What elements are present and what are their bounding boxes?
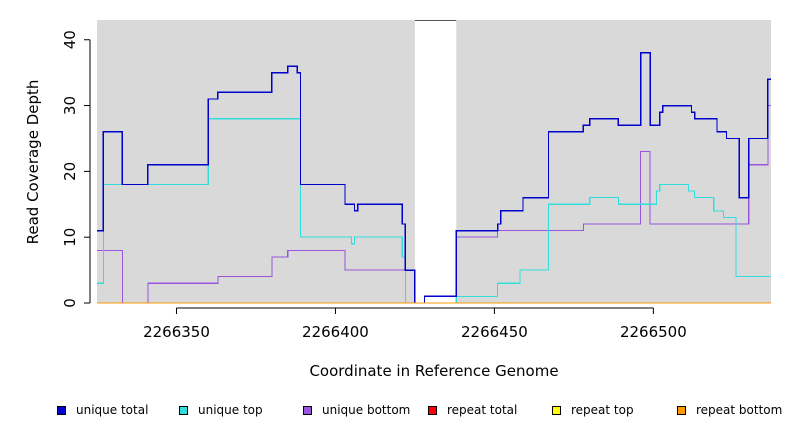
legend-swatch <box>677 405 686 415</box>
y-tick-label: 10 <box>61 228 79 247</box>
shaded-region <box>456 20 771 303</box>
x-axis-label: Coordinate in Reference Genome <box>309 362 559 380</box>
legend-item-unique-top: unique top <box>179 400 263 420</box>
x-tick-label: 2266350 <box>143 323 210 341</box>
shaded-regions <box>97 20 771 303</box>
legend-item-repeat-total: repeat total <box>428 400 517 420</box>
legend-swatch <box>179 405 188 415</box>
legend-item-unique-total: unique total <box>57 400 148 420</box>
y-tick-label: 0 <box>61 298 79 308</box>
shaded-region <box>97 20 415 303</box>
series-unique-top <box>97 118 771 304</box>
x-tick-label: 2266400 <box>302 323 369 341</box>
legend-label: repeat bottom <box>696 403 783 417</box>
series-lines <box>97 52 771 304</box>
legend-label: unique bottom <box>322 403 411 417</box>
legend-label: unique top <box>198 403 263 417</box>
legend-label: repeat top <box>571 403 634 417</box>
x-tick-label: 2266450 <box>461 323 528 341</box>
legend-swatch <box>428 405 437 415</box>
x-axis: 2266350 2266400 2266450 2266500 <box>143 307 687 341</box>
y-tick-label: 40 <box>61 30 79 49</box>
series-unique-total <box>97 52 771 304</box>
y-axis: 0 10 20 30 40 <box>61 30 91 308</box>
legend-item-repeat-top: repeat top <box>552 400 634 420</box>
legend-swatch <box>303 405 312 415</box>
legend-item-unique-bottom: unique bottom <box>303 400 410 420</box>
legend-swatch <box>57 405 66 415</box>
legend-item-repeat-bottom: repeat bottom <box>677 400 782 420</box>
y-tick-label: 30 <box>61 96 79 115</box>
legend: unique total unique top unique bottom re… <box>0 400 792 420</box>
legend-swatch <box>552 405 561 415</box>
x-tick-label: 2266500 <box>620 323 687 341</box>
y-tick-label: 20 <box>61 162 79 181</box>
legend-label: repeat total <box>447 403 518 417</box>
y-axis-label: Read Coverage Depth <box>24 79 42 245</box>
legend-label: unique total <box>76 403 149 417</box>
